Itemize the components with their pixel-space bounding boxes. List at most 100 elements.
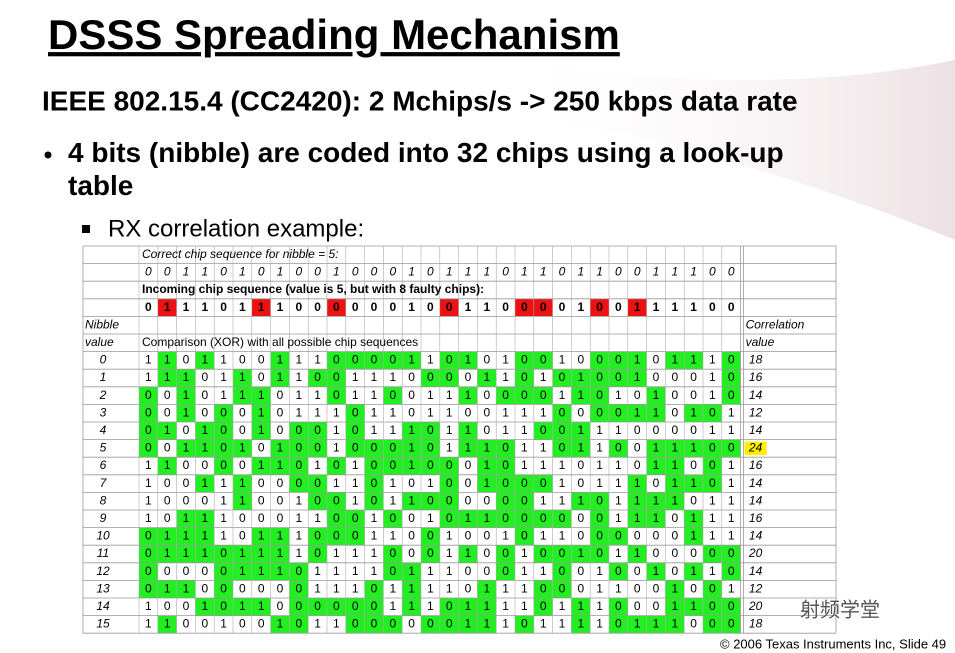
match-cell	[590, 510, 609, 528]
chip: 0	[145, 564, 152, 578]
chip: 1	[352, 370, 359, 384]
chip: 1	[389, 476, 396, 490]
chip: 0	[596, 546, 603, 560]
match-cell	[308, 492, 327, 510]
match-cell	[421, 615, 440, 634]
chip: 0	[465, 581, 472, 595]
match-cell	[439, 474, 459, 493]
incoming-chip: 0	[295, 300, 302, 314]
chip: 1	[634, 511, 641, 525]
chip: 0	[483, 423, 490, 437]
chip: 1	[371, 546, 378, 560]
chip: 0	[709, 581, 716, 595]
chip: 1	[653, 564, 660, 578]
chip: 1	[577, 388, 584, 402]
chip: 1	[540, 529, 547, 543]
match-cell	[646, 510, 666, 528]
sub-bullet: RX correlation example:	[108, 215, 364, 242]
match-cell	[289, 598, 309, 616]
chip: 1	[145, 599, 152, 613]
match-cell	[458, 615, 478, 634]
chip: 1	[596, 581, 603, 595]
chip: 0	[145, 441, 152, 455]
chip: 1	[164, 617, 171, 631]
chip: 1	[183, 388, 190, 402]
match-cell	[646, 562, 666, 581]
chip: 0	[483, 353, 490, 367]
chip: 1	[183, 511, 190, 525]
chip: 0	[145, 423, 152, 437]
match-cell	[571, 439, 591, 458]
chip: 1	[559, 353, 566, 367]
chip: 0	[333, 529, 340, 543]
match-cell	[345, 351, 365, 370]
chip: 0	[502, 476, 509, 490]
chip: 0	[277, 476, 284, 490]
chip: 0	[201, 458, 208, 472]
chip: 1	[333, 564, 340, 578]
match-cell	[139, 527, 158, 546]
chip: 1	[389, 370, 396, 384]
correct-chip: 0	[709, 265, 716, 279]
chip: 0	[277, 599, 284, 613]
nibble-value: 12	[96, 564, 110, 578]
match-cell	[308, 527, 327, 546]
incoming-chip: 0	[389, 300, 396, 314]
chip: 1	[540, 493, 547, 507]
chip: 1	[277, 441, 284, 455]
match-cell	[515, 492, 534, 510]
chip: 1	[483, 441, 490, 455]
chip: 1	[277, 370, 284, 384]
chip: 0	[258, 370, 265, 384]
chip: 0	[634, 423, 641, 437]
chip: 0	[690, 458, 697, 472]
chip: 0	[653, 546, 660, 560]
chip: 0	[408, 405, 415, 419]
chip: 1	[314, 405, 321, 419]
chip: 1	[408, 423, 415, 437]
chip: 0	[559, 441, 566, 455]
chip: 1	[220, 353, 227, 367]
match-cell	[214, 598, 233, 616]
incoming-chip: 0	[220, 300, 227, 314]
chip: 0	[709, 441, 716, 455]
chip: 1	[371, 511, 378, 525]
match-cell	[627, 404, 647, 422]
correct-chip: 1	[408, 265, 415, 279]
match-cell	[496, 439, 515, 458]
chip: 1	[352, 546, 359, 560]
incoming-chip: 1	[653, 300, 660, 314]
match-cell	[233, 439, 252, 458]
faulty-chip	[515, 298, 534, 317]
chip: 0	[671, 564, 678, 578]
chip: 1	[577, 441, 584, 455]
chip: 0	[465, 405, 472, 419]
chip: 0	[559, 511, 566, 525]
chip: 0	[314, 476, 321, 490]
match-cell	[157, 369, 177, 387]
chip: 0	[333, 458, 340, 472]
chip: 0	[145, 388, 152, 402]
correct-chip: 0	[164, 265, 171, 279]
chip: 0	[709, 599, 716, 613]
incoming-chip: 1	[258, 300, 265, 314]
chip: 1	[483, 617, 490, 631]
correlation-value: 12	[749, 581, 763, 595]
nibble-value: 14	[96, 599, 110, 613]
chip: 1	[183, 370, 190, 384]
chip: 1	[295, 511, 302, 525]
match-cell	[345, 404, 365, 422]
chip: 1	[389, 423, 396, 437]
chip: 0	[295, 581, 302, 595]
match-cell	[665, 580, 685, 598]
chip: 0	[408, 370, 415, 384]
chip: 0	[164, 441, 171, 455]
match-cell	[496, 457, 515, 475]
chip: 0	[314, 423, 321, 437]
incoming-chip: 1	[577, 300, 584, 314]
chip: 1	[408, 581, 415, 595]
chip: 0	[671, 423, 678, 437]
chip: 0	[352, 423, 359, 437]
match-cell	[515, 510, 534, 528]
match-cell	[458, 598, 478, 616]
